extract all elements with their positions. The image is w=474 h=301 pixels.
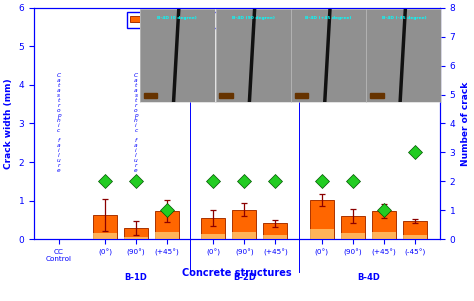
Bar [310, 200, 334, 239]
Bar [155, 211, 179, 239]
Text: C
a
t
a
s
t
r
o
p
h
i
c
 
f
a
i
l
u
r
e: C a t a s t r o p h i c f a i l u r e [134, 73, 138, 173]
Text: B-4D (+45 degree): B-4D (+45 degree) [305, 16, 352, 20]
Bar [403, 221, 427, 239]
Bar [201, 218, 225, 239]
Text: B-1D: B-1D [125, 273, 147, 282]
Bar [155, 232, 179, 239]
Bar [232, 232, 256, 239]
Bar [372, 232, 396, 239]
Text: B-2D: B-2D [233, 273, 256, 282]
Bar [144, 92, 157, 98]
Text: B-4D (0 degree): B-4D (0 degree) [157, 16, 197, 20]
Bar [295, 92, 308, 98]
Text: C
a
t
a
s
t
r
o
p
h
i
c
 
f
a
i
l
u
r
e: C a t a s t r o p h i c f a i l u r e [56, 73, 61, 173]
Y-axis label: Number of crack: Number of crack [461, 81, 470, 166]
X-axis label: Concrete structures: Concrete structures [182, 268, 292, 278]
Bar [310, 229, 334, 239]
Bar [232, 209, 256, 239]
Bar [372, 211, 396, 239]
Text: B-4D: B-4D [357, 273, 380, 282]
Bar [264, 223, 287, 239]
Bar [124, 228, 148, 239]
Bar [403, 235, 427, 239]
Y-axis label: Crack width (mm): Crack width (mm) [4, 78, 13, 169]
Bar [124, 237, 148, 239]
Legend: Crack width, Number of crack: Crack width, Number of crack [127, 12, 331, 27]
Bar [201, 234, 225, 239]
Bar [93, 215, 117, 239]
Bar [341, 216, 365, 239]
Bar [341, 234, 365, 239]
Bar [93, 233, 117, 239]
Bar [219, 92, 233, 98]
Text: B-4D (90 degree): B-4D (90 degree) [232, 16, 274, 20]
Text: B-4D (-45 degree): B-4D (-45 degree) [382, 16, 426, 20]
Bar [264, 235, 287, 239]
Bar [370, 92, 383, 98]
